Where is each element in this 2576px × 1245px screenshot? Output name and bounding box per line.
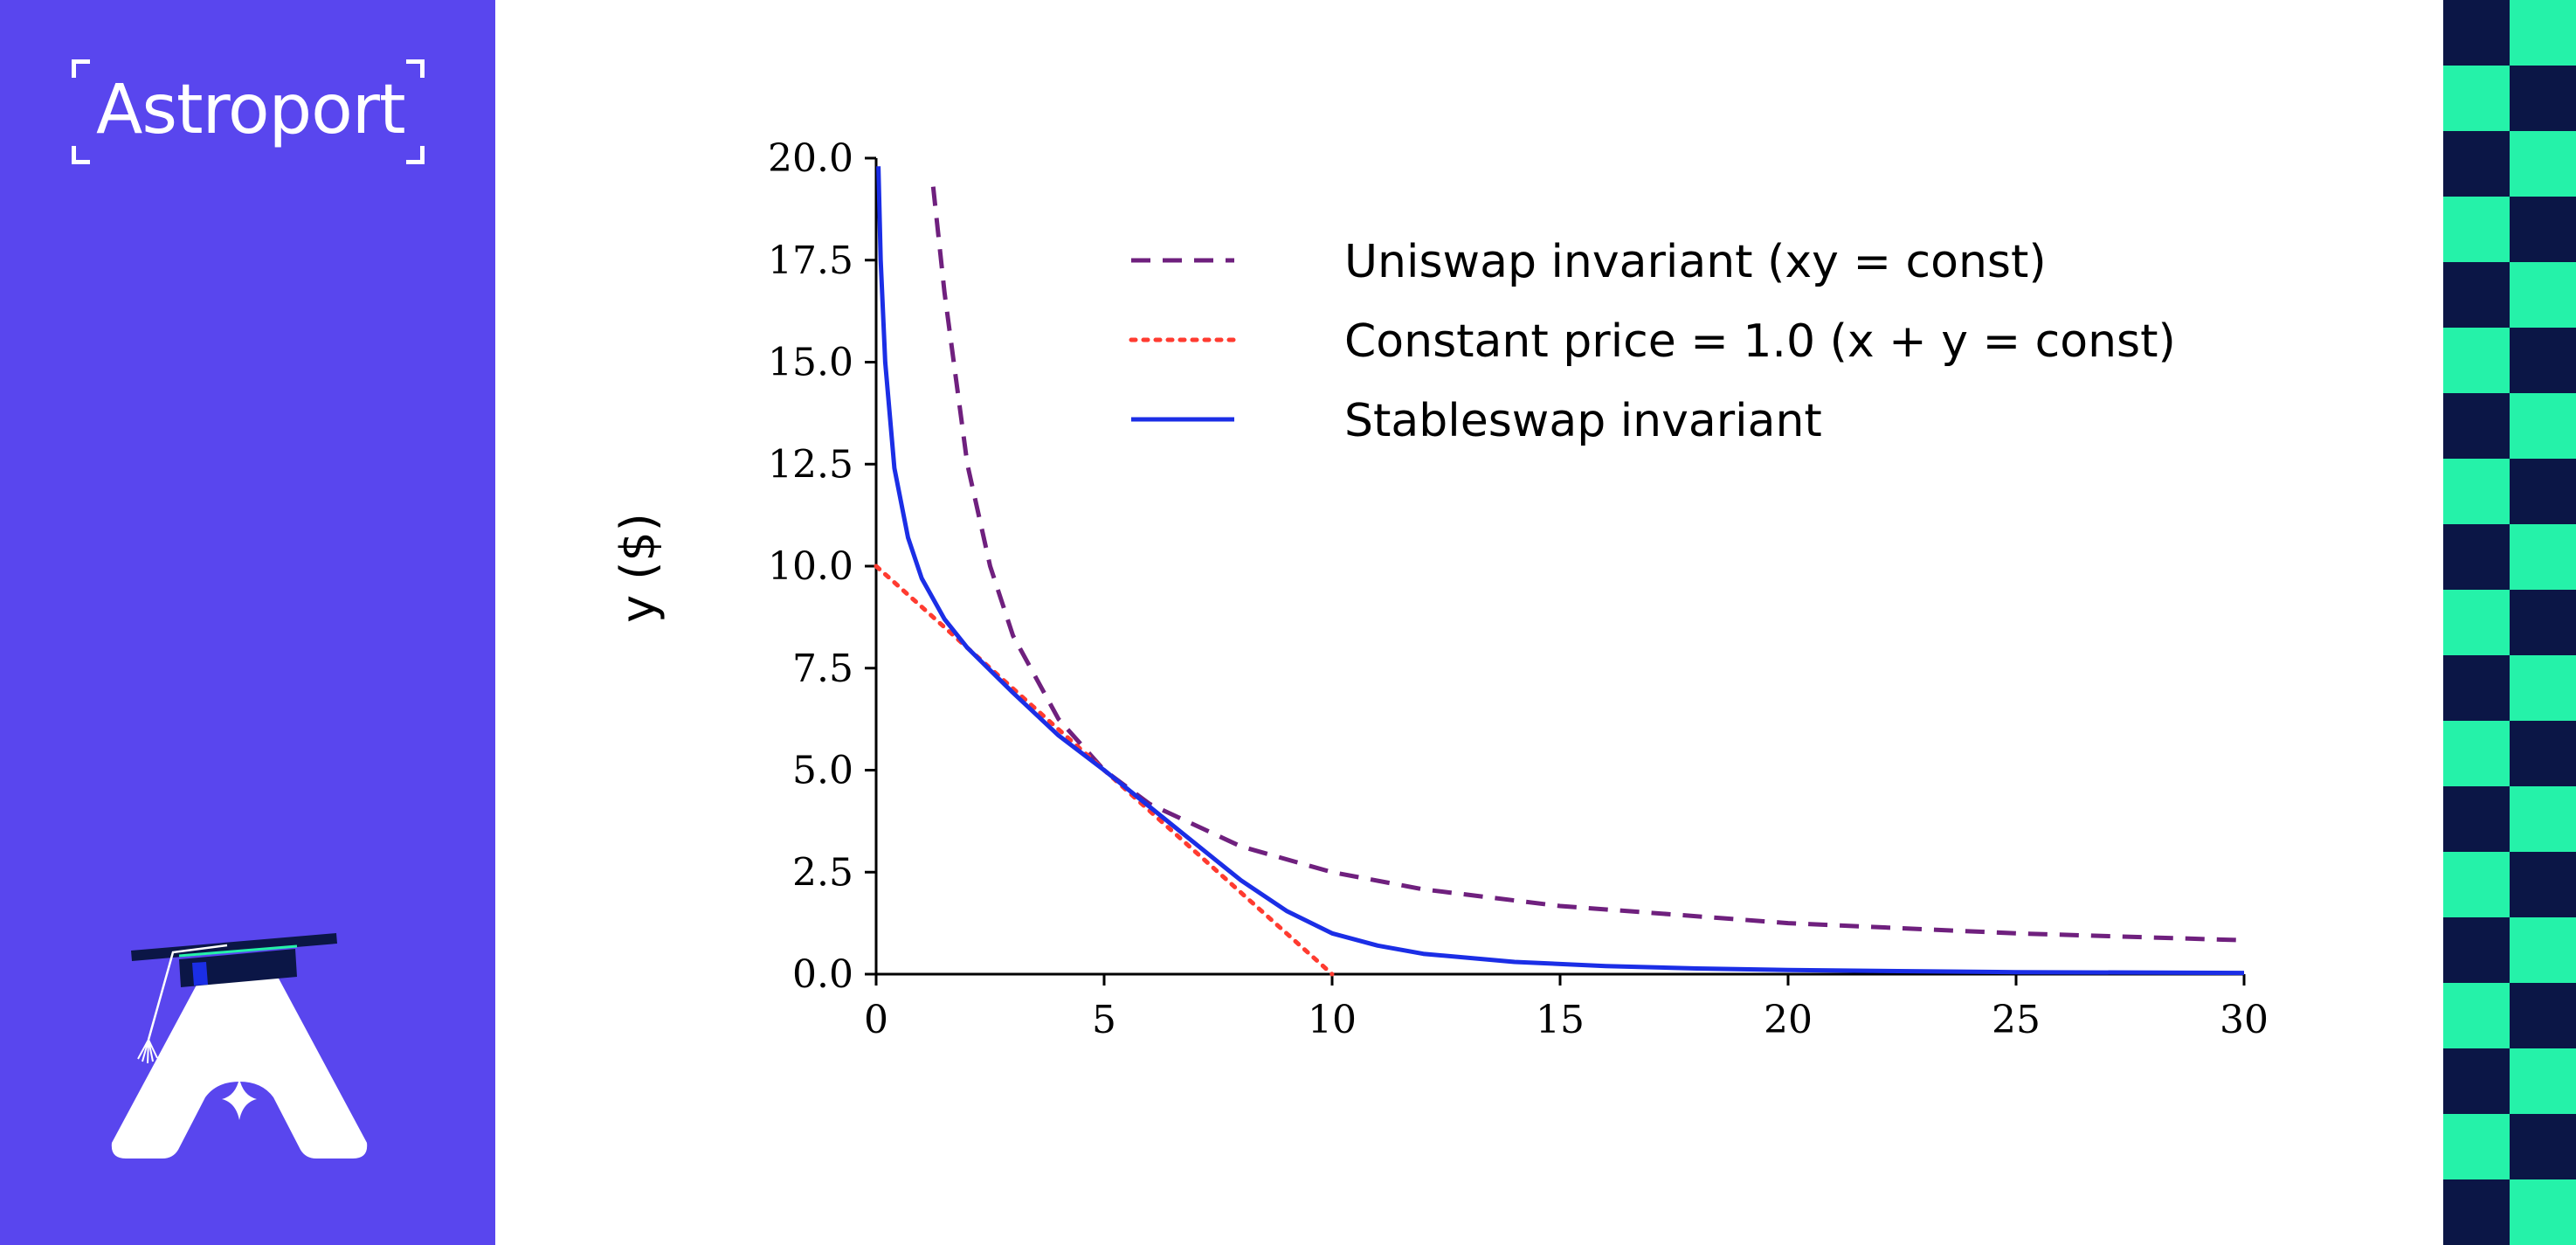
checker-cell <box>2510 983 2576 1048</box>
checker-cell <box>2443 262 2510 328</box>
checker-border <box>2443 0 2576 1245</box>
y-tick-label: 15.0 <box>768 341 853 385</box>
checker-cell <box>2510 524 2576 590</box>
checker-cell <box>2443 0 2510 66</box>
checker-cell <box>2443 197 2510 262</box>
y-tick-label: 12.5 <box>768 442 853 487</box>
checker-cell <box>2443 786 2510 852</box>
checker-cell <box>2443 328 2510 393</box>
checker-cell <box>2510 0 2576 66</box>
checker-cell <box>2510 328 2576 393</box>
checker-cell <box>2443 1179 2510 1245</box>
checker-cell <box>2510 197 2576 262</box>
checker-cell <box>2443 721 2510 786</box>
checker-cell <box>2443 131 2510 197</box>
y-tick-label: 7.5 <box>792 647 853 691</box>
cap-stripe-icon <box>178 944 298 958</box>
checker-cell <box>2443 590 2510 655</box>
series-line-0 <box>930 186 2245 943</box>
cap-body-icon <box>179 949 297 987</box>
checker-cell <box>2510 262 2576 328</box>
bracket-corner-icon <box>72 146 90 164</box>
checker-cell <box>2510 917 2576 983</box>
checker-cell <box>2443 917 2510 983</box>
tassel-cord-icon <box>147 944 228 1041</box>
bracket-corner-icon <box>72 59 90 78</box>
checker-cell <box>2443 1114 2510 1179</box>
y-tick-label: 10.0 <box>768 544 853 589</box>
x-tick-label: 25 <box>1992 998 2041 1042</box>
x-tick-label: 30 <box>2220 998 2269 1042</box>
letter-a-icon <box>111 977 368 1159</box>
legend-label: Constant price = 1.0 (x + y = const) <box>1344 315 2176 368</box>
checker-cell <box>2443 983 2510 1048</box>
y-axis-label: y ($) <box>611 513 666 623</box>
checker-cell <box>2510 393 2576 459</box>
checker-cell <box>2510 721 2576 786</box>
checker-cell <box>2510 655 2576 721</box>
checker-cell <box>2510 459 2576 524</box>
checker-cell <box>2510 131 2576 197</box>
checker-cell <box>2510 852 2576 917</box>
y-tick-label: 0.0 <box>792 952 853 997</box>
x-tick-label: 0 <box>864 998 888 1042</box>
checker-cell <box>2510 590 2576 655</box>
brand-logo: Astroport <box>72 59 425 164</box>
checker-cell <box>2510 1114 2576 1179</box>
checker-cell <box>2443 1048 2510 1114</box>
checker-cell <box>2443 459 2510 524</box>
x-tick-label: 20 <box>1764 998 1813 1042</box>
brand-name: Astroport <box>96 71 406 149</box>
checker-cell <box>2510 786 2576 852</box>
checker-cell <box>2443 852 2510 917</box>
bracket-corner-icon <box>406 59 425 78</box>
cap-board-icon <box>131 933 337 961</box>
y-tick-label: 2.5 <box>792 850 853 895</box>
graduation-cap-a-icon <box>111 933 368 1159</box>
x-tick-label: 5 <box>1092 998 1116 1042</box>
checker-cell <box>2443 524 2510 590</box>
invariant-chart: 0.0 2.5 5.0 7.5 10.0 12.5 15.0 17.5 20.0 0 5 10 15 20… <box>611 136 2269 1042</box>
y-tick-label: 17.5 <box>768 239 853 283</box>
sparkle-star-icon <box>222 1078 257 1120</box>
tassel-icon <box>137 1039 158 1064</box>
bracket-corner-icon <box>406 146 425 164</box>
x-tick-label: 15 <box>1536 998 1585 1042</box>
checker-cell <box>2510 1179 2576 1245</box>
checker-cell <box>2443 66 2510 131</box>
brand-panel: Astroport <box>0 0 495 1245</box>
checker-cell <box>2510 1048 2576 1114</box>
y-tick-label: 20.0 <box>768 136 853 181</box>
checker-cell <box>2443 655 2510 721</box>
checker-cell <box>2443 393 2510 459</box>
y-tick-label: 5.0 <box>792 749 853 793</box>
series-line-2 <box>876 166 2245 976</box>
x-tick-label: 10 <box>1308 998 1357 1042</box>
legend-label: Stableswap invariant <box>1344 395 1822 447</box>
checker-cell <box>2510 66 2576 131</box>
legend-label: Uniswap invariant (xy = const) <box>1344 236 2047 288</box>
cap-band-icon <box>192 962 208 986</box>
